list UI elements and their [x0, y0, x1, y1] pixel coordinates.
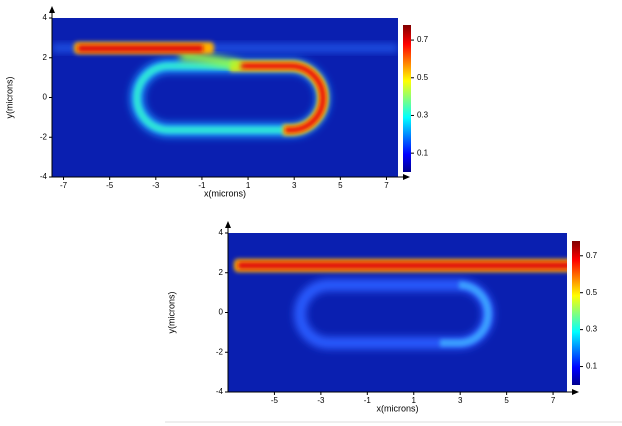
colorbar-tick-label: 0.3 [417, 111, 429, 120]
x-axis-label: x(microns) [204, 188, 246, 198]
colorbar-tick-label: 0.5 [586, 288, 598, 297]
y-tick-label: 0 [43, 93, 48, 102]
x-tick-label: 3 [292, 181, 297, 190]
x-tick-label: -5 [271, 396, 279, 405]
x-tick-label: 5 [338, 181, 343, 190]
x-tick-label: -1 [198, 181, 206, 190]
x-tick-label: -3 [152, 181, 160, 190]
x-tick-label: -5 [106, 181, 114, 190]
colorbar [403, 25, 411, 172]
colorbar-tick-label: 0.3 [586, 325, 598, 334]
y-tick-label: -2 [40, 132, 48, 141]
x-tick-label: 7 [551, 396, 556, 405]
colorbar-tick-label: 0.7 [586, 251, 598, 260]
y-tick-label: 0 [219, 308, 224, 317]
colorbar [572, 241, 580, 385]
y-axis-label: y(microns) [4, 76, 14, 118]
x-tick-label: -7 [60, 181, 68, 190]
x-tick-label: 1 [412, 396, 417, 405]
x-tick-label: 5 [504, 396, 509, 405]
x-axis-arrow [403, 174, 410, 180]
colorbar-tick-label: 0.5 [417, 73, 429, 82]
y-tick-label: -4 [216, 387, 224, 396]
y-axis-label: y(microns) [166, 291, 176, 333]
x-tick-label: -1 [364, 396, 372, 405]
y-tick-label: 2 [43, 53, 48, 62]
field-map [52, 18, 398, 177]
y-tick-label: -4 [40, 172, 48, 181]
colorbar-tick-label: 0.1 [417, 148, 429, 157]
colorbar-tick-label: 0.1 [586, 362, 598, 371]
y-tick-label: 2 [219, 268, 224, 277]
y-axis-arrow [225, 221, 231, 228]
y-tick-label: -2 [216, 347, 224, 356]
x-axis-label: x(microns) [377, 403, 419, 413]
y-tick-label: 4 [43, 13, 48, 22]
field-map [228, 233, 567, 392]
colorbar-tick-label: 0.7 [417, 35, 429, 44]
y-tick-label: 4 [219, 228, 224, 237]
x-tick-label: 1 [246, 181, 251, 190]
x-axis-arrow [572, 389, 579, 395]
x-tick-label: 7 [384, 181, 389, 190]
y-axis-arrow [49, 6, 55, 13]
x-tick-label: 3 [458, 396, 463, 405]
x-tick-label: -3 [317, 396, 325, 405]
